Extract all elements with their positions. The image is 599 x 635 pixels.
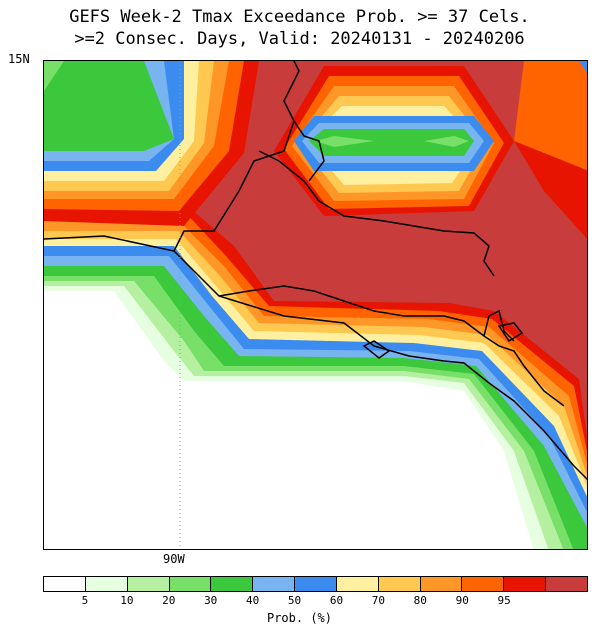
longitude-label: 90W (163, 552, 185, 566)
probability-bands (44, 61, 587, 549)
colorbar-swatch (420, 577, 463, 591)
colorbar-tick-label: 10 (120, 594, 134, 607)
yucatan-coast (258, 150, 495, 277)
colorbar-label: Prob. (%) (266, 611, 333, 625)
probability-map (44, 61, 587, 549)
colorbar-swatch (253, 577, 296, 591)
lobe-ne-blue (579, 61, 587, 73)
colorbar-tick-label: 20 (162, 594, 176, 607)
map-subtitle: >=2 Consec. Days, Valid: 20240131 - 2024… (74, 29, 525, 49)
colorbar-swatch (44, 577, 86, 591)
colorbar-swatch (546, 577, 587, 591)
lobe-nc-lightgreen-right (424, 136, 469, 147)
colorbar-tick-label: 30 (204, 594, 218, 607)
lobe-nc-lightgreen (316, 136, 374, 147)
map-panel (43, 60, 588, 550)
pacific-coastline (44, 235, 587, 481)
lobe-ne-red (514, 141, 587, 239)
gulf-fonseca (362, 340, 391, 359)
colorbar-swatch (169, 577, 212, 591)
lobe-ne-darkorange (514, 61, 587, 171)
colorbar-swatch (295, 577, 337, 591)
colorbar-swatch (127, 577, 170, 591)
lobe-nw-lightgreen (44, 61, 64, 91)
colorbar-tick-label: 95 (497, 594, 511, 607)
colorbar-tick-label: 40 (245, 594, 260, 607)
lobe-nw-green (44, 61, 174, 151)
central-america-inner (218, 285, 565, 407)
nicaragua-lake (497, 322, 524, 343)
colorbar-swatch (462, 577, 505, 591)
colorbar-swatch (211, 577, 254, 591)
coastlines-borders (44, 61, 587, 481)
lobe-nc-green (309, 129, 474, 156)
belize-area (293, 120, 325, 182)
colorbar-tick-label: 60 (329, 594, 344, 607)
map-title: GEFS Week-2 Tmax Exceedance Prob. >= 37 … (69, 7, 530, 27)
colorbar-tick-label: 90 (455, 594, 469, 607)
latitude-label: 15N (8, 52, 30, 66)
colorbar-tick-label: 80 (413, 594, 427, 607)
colorbar (43, 576, 588, 592)
colorbar-tick-label: 5 (81, 594, 89, 607)
colorbar-swatch (336, 577, 379, 591)
honduras-border (483, 309, 515, 342)
colorbar-swatch (85, 577, 128, 591)
colorbar-tick-label: 70 (371, 594, 385, 607)
colorbar-swatch (504, 577, 547, 591)
colorbar-swatch (378, 577, 421, 591)
colorbar-tick-label: 50 (287, 594, 302, 607)
